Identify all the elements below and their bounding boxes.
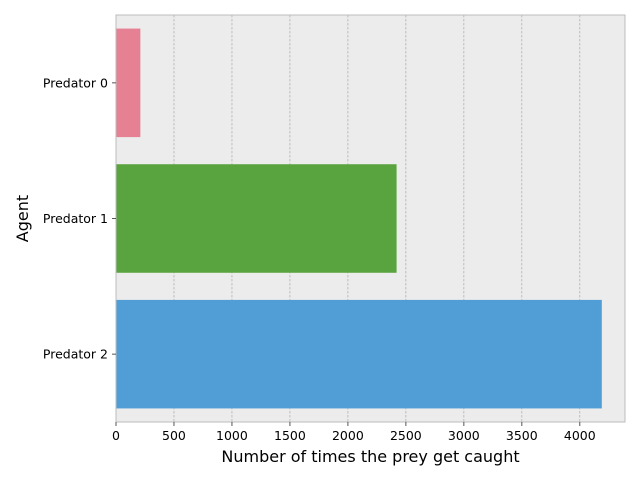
y-tick-label: Predator 0 <box>43 75 108 90</box>
x-tick-label: 0 <box>112 428 120 443</box>
y-tick-label: Predator 1 <box>43 211 108 226</box>
y-tick-label: Predator 2 <box>43 347 108 362</box>
x-tick-label: 4000 <box>564 428 596 443</box>
x-axis-ticks: 0 500 1000 1500 2000 2500 3000 3500 4000 <box>112 422 596 443</box>
x-tick-label: 2500 <box>390 428 422 443</box>
y-axis-label: Agent <box>13 195 32 242</box>
bar-predator-0 <box>116 28 141 138</box>
x-tick-label: 1000 <box>216 428 248 443</box>
bars <box>116 28 602 409</box>
bar-predator-1 <box>116 164 397 273</box>
x-tick-label: 500 <box>162 428 186 443</box>
x-tick-label: 1500 <box>274 428 306 443</box>
x-tick-label: 3500 <box>506 428 538 443</box>
x-tick-label: 3000 <box>448 428 480 443</box>
x-axis-label: Number of times the prey get caught <box>221 447 519 466</box>
bar-predator-2 <box>116 299 602 409</box>
x-tick-label: 2000 <box>332 428 364 443</box>
y-axis-ticks: Predator 0 Predator 1 Predator 2 <box>43 75 116 362</box>
